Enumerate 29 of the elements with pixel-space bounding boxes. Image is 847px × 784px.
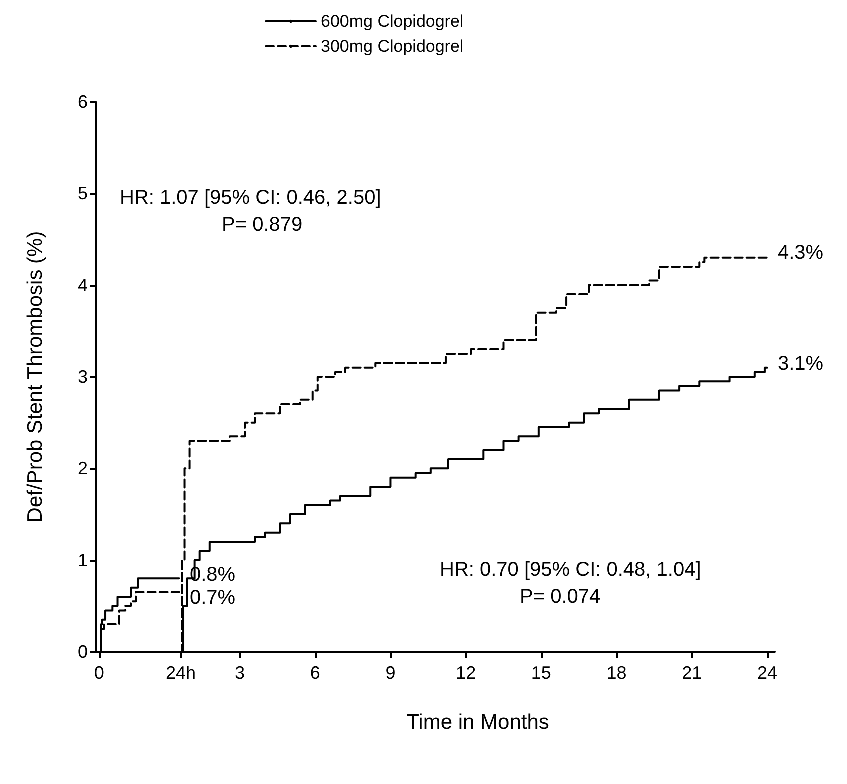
legend-label: 600mg Clopidogrel [321, 12, 464, 31]
y-tick-label: 4 [78, 275, 88, 296]
x-tick-label: 9 [386, 663, 396, 683]
x-tick-label: 24h [166, 663, 196, 683]
x-tick-label: 3 [235, 663, 246, 683]
annotation: P= 0.879 [222, 214, 303, 236]
y-tick-label: 3 [78, 367, 88, 387]
y-tick-label: 2 [78, 458, 88, 479]
y-tick-label: 5 [78, 184, 88, 204]
y-axis-title: Def/Prob Stent Thrombosis (%) [24, 231, 47, 523]
y-tick-label: 6 [78, 92, 88, 112]
annotation: P= 0.074 [520, 586, 601, 608]
x-tick-label: 15 [531, 663, 552, 683]
x-tick-label: 6 [310, 663, 320, 683]
text: 4.3% [778, 242, 824, 264]
x-axis-title: Time in Months [406, 711, 550, 734]
y-tick-label: 0 [78, 642, 88, 662]
annotation: HR: 0.70 [95% CI: 0.48, 1.04] [440, 559, 702, 581]
y-tick-label: 1 [78, 550, 88, 570]
text: 3.1% [778, 353, 824, 375]
x-tick-label: 21 [682, 663, 702, 683]
legend-label: 300mg Clopidogrel [321, 37, 464, 56]
x-tick-label: 12 [456, 663, 476, 683]
annotation: HR: 1.07 [95% CI: 0.46, 2.50] [120, 187, 382, 209]
x-tick-label: 24 [757, 663, 778, 683]
x-tick-label: 18 [606, 663, 627, 683]
annotation: 0.8% [190, 564, 236, 586]
x-tick-label: 0 [94, 663, 104, 683]
annotation: 0.7% [190, 587, 236, 609]
